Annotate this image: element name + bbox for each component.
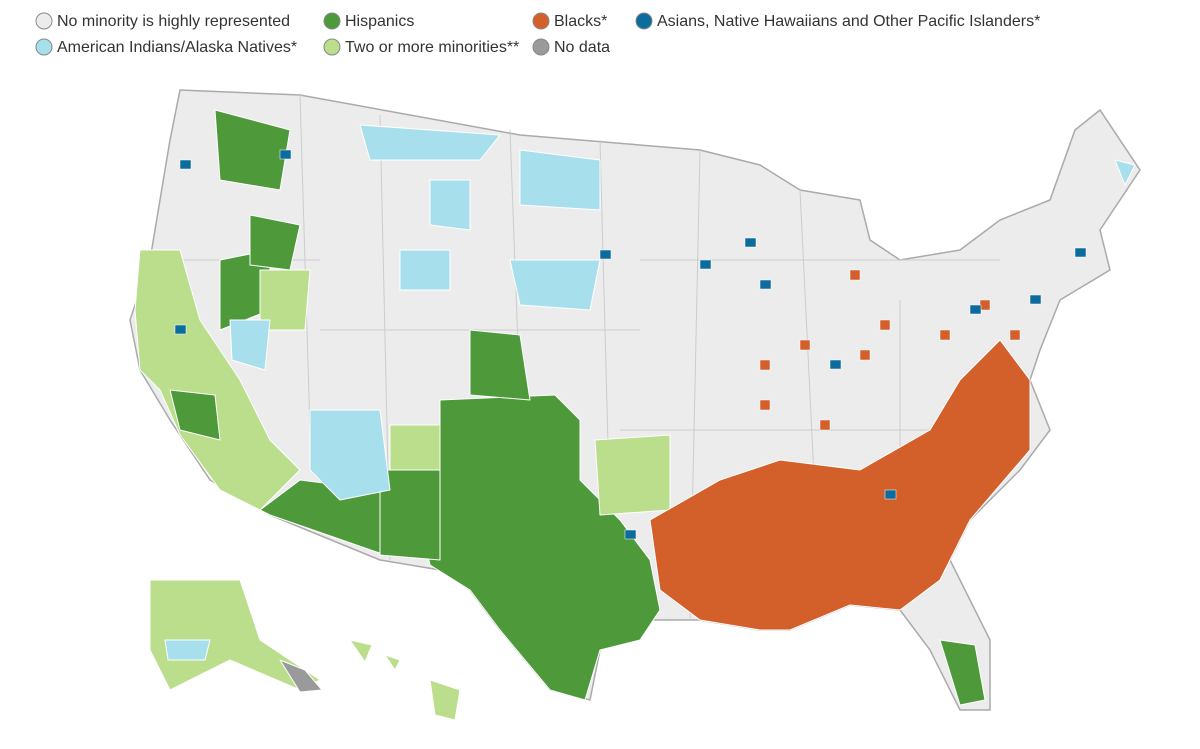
region-asian [174, 324, 187, 335]
region-native [509, 259, 601, 311]
region-hawaii [384, 654, 401, 671]
region-hawaii [429, 679, 461, 721]
region-native [519, 149, 601, 211]
legend-label: American Indians/Alaska Natives* [57, 39, 297, 56]
boundary [299, 94, 311, 431]
legend-swatch [532, 38, 550, 56]
region-multi [134, 249, 301, 511]
region-asian [179, 159, 192, 170]
region-native [399, 249, 451, 291]
legend: No minority is highly represented Hispani… [35, 12, 1040, 56]
region-asian [599, 249, 612, 260]
legend-label: Asians, Native Hawaiians and Other Pacif… [657, 13, 1040, 30]
region-native [359, 124, 501, 161]
region-asian [829, 359, 842, 370]
region-black [979, 299, 991, 311]
region-asian [969, 304, 982, 315]
region-hispanic [214, 109, 291, 191]
region-asian [744, 237, 757, 248]
region-black [759, 359, 771, 371]
region-native [429, 179, 471, 231]
legend-swatch [35, 38, 53, 56]
legend-label: No minority is highly represented [57, 13, 290, 30]
region-black [849, 269, 861, 281]
legend-swatch [635, 12, 653, 30]
legend-swatch [323, 12, 341, 30]
region-black [879, 319, 891, 331]
legend-label: Hispanics [345, 13, 414, 30]
region-hawaii [349, 639, 373, 663]
region-asian [624, 529, 637, 540]
legend-swatch [323, 38, 341, 56]
region-asian [1074, 247, 1087, 258]
region-multi [594, 434, 671, 516]
region-nodata [279, 659, 323, 693]
region-asian [759, 279, 772, 290]
region-native [309, 409, 391, 501]
region-multi [259, 269, 311, 331]
region-native [229, 319, 271, 371]
region-black [819, 419, 831, 431]
region-asian [699, 259, 712, 270]
region-asian [884, 489, 897, 500]
legend-label: No data [554, 39, 610, 56]
region-asian [1029, 294, 1042, 305]
region-black [859, 349, 871, 361]
region-multi [389, 424, 441, 471]
legend-swatch [532, 12, 550, 30]
region-native [1114, 159, 1136, 186]
region-asian [279, 149, 292, 160]
legend-swatch [35, 12, 53, 30]
region-hispanic [469, 329, 531, 401]
legend-label: Blacks* [554, 13, 607, 30]
region-black [939, 329, 951, 341]
region-hispanic [169, 389, 221, 441]
legend-label: Two or more minorities** [345, 39, 519, 56]
region-black [759, 399, 771, 411]
map [129, 89, 1141, 721]
region-black [1009, 329, 1021, 341]
region-hispanic [939, 639, 986, 706]
region-native [164, 639, 211, 661]
region-black [649, 339, 1031, 631]
region-black [799, 339, 811, 351]
